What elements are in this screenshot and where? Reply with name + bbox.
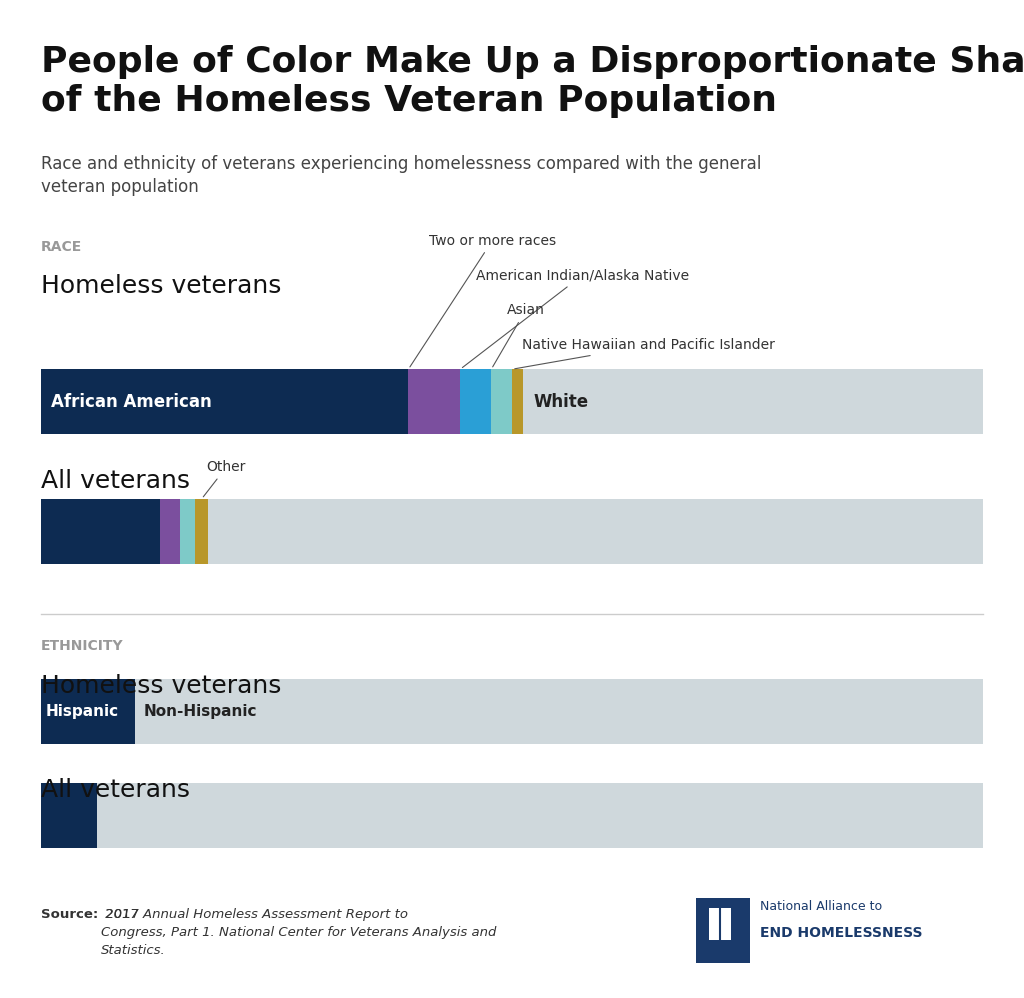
Text: Source:: Source:	[41, 908, 98, 921]
Text: Two or more races: Two or more races	[410, 234, 556, 367]
FancyBboxPatch shape	[41, 679, 135, 744]
Text: Hispanic: Hispanic	[46, 704, 119, 719]
Text: 2017: 2017	[101, 908, 143, 921]
Text: 2017 Annual Homeless Assessment Report to
Congress, Part 1. National Center for : 2017 Annual Homeless Assessment Report t…	[101, 908, 497, 957]
FancyBboxPatch shape	[409, 369, 460, 434]
FancyBboxPatch shape	[208, 499, 983, 564]
Text: All veterans: All veterans	[41, 778, 190, 802]
Text: National Alliance to: National Alliance to	[760, 900, 882, 913]
FancyBboxPatch shape	[196, 499, 208, 564]
FancyBboxPatch shape	[460, 369, 492, 434]
Text: African American: African American	[51, 392, 212, 411]
FancyBboxPatch shape	[160, 499, 180, 564]
FancyBboxPatch shape	[97, 783, 983, 848]
Text: All veterans: All veterans	[41, 469, 190, 493]
Text: END HOMELESSNESS: END HOMELESSNESS	[760, 926, 923, 940]
FancyBboxPatch shape	[135, 679, 983, 744]
FancyBboxPatch shape	[512, 369, 523, 434]
Text: Non-Hispanic: Non-Hispanic	[143, 704, 257, 719]
Text: Homeless veterans: Homeless veterans	[41, 674, 282, 698]
FancyBboxPatch shape	[41, 783, 97, 848]
Text: White: White	[534, 392, 589, 411]
FancyBboxPatch shape	[41, 369, 409, 434]
Text: Other: Other	[204, 460, 246, 497]
FancyBboxPatch shape	[696, 898, 750, 963]
Text: Homeless veterans: Homeless veterans	[41, 274, 282, 298]
FancyBboxPatch shape	[41, 499, 160, 564]
FancyBboxPatch shape	[180, 499, 196, 564]
FancyBboxPatch shape	[492, 369, 512, 434]
FancyBboxPatch shape	[523, 369, 983, 434]
Text: Asian: Asian	[493, 303, 545, 367]
Text: ETHNICITY: ETHNICITY	[41, 639, 124, 653]
FancyBboxPatch shape	[709, 908, 731, 940]
Text: RACE: RACE	[41, 240, 82, 253]
Text: Race and ethnicity of veterans experiencing homelessness compared with the gener: Race and ethnicity of veterans experienc…	[41, 155, 761, 197]
Text: American Indian/Alaska Native: American Indian/Alaska Native	[463, 268, 689, 367]
Text: Native Hawaiian and Pacific Islander: Native Hawaiian and Pacific Islander	[515, 338, 775, 369]
Text: People of Color Make Up a Disproportionate Share
of the Homeless Veteran Populat: People of Color Make Up a Disproportiona…	[41, 45, 1024, 119]
